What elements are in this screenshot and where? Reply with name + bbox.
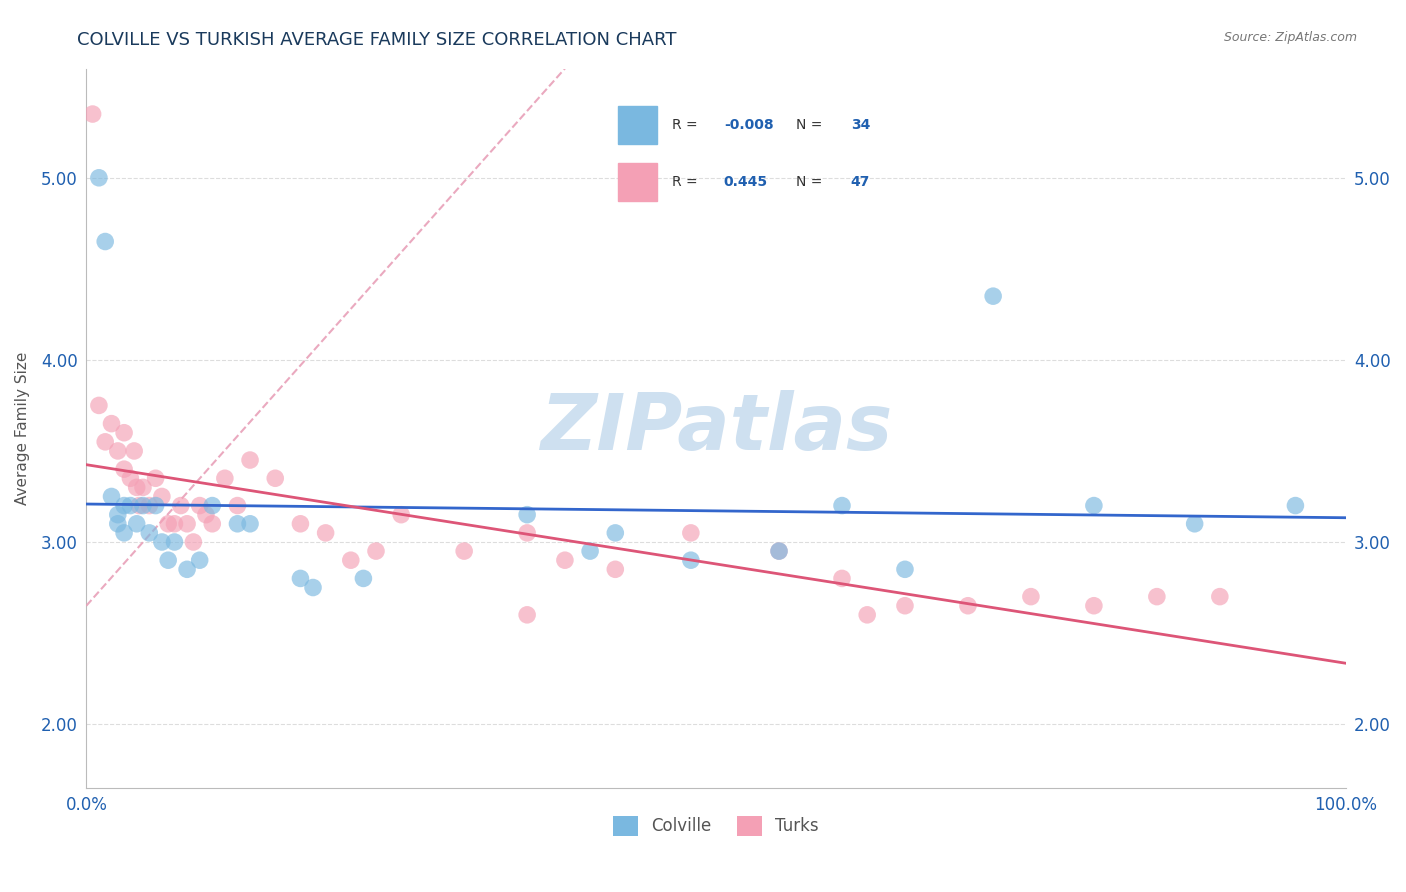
Point xyxy=(188,499,211,513)
Point xyxy=(132,499,155,513)
Point xyxy=(138,499,160,513)
Point xyxy=(122,444,145,458)
Point xyxy=(315,525,337,540)
Point xyxy=(94,434,117,449)
Point xyxy=(956,599,979,613)
Point xyxy=(679,525,702,540)
Point xyxy=(150,490,173,504)
Point xyxy=(768,544,790,558)
Point xyxy=(157,516,180,531)
Point xyxy=(1284,499,1306,513)
Point xyxy=(290,516,312,531)
Point xyxy=(183,535,205,549)
Point xyxy=(176,516,198,531)
Point xyxy=(1209,590,1232,604)
Legend: Colville, Turks: Colville, Turks xyxy=(605,807,827,844)
Point xyxy=(1083,499,1105,513)
Point xyxy=(170,499,193,513)
Point xyxy=(214,471,236,485)
Point xyxy=(226,516,249,531)
Point xyxy=(831,499,853,513)
Point xyxy=(856,607,879,622)
Point xyxy=(516,508,538,522)
Point xyxy=(100,417,122,431)
Point xyxy=(82,107,104,121)
Point xyxy=(138,525,160,540)
Point xyxy=(605,525,627,540)
Point xyxy=(112,499,135,513)
Point xyxy=(125,480,148,494)
Point xyxy=(389,508,412,522)
Point xyxy=(128,499,150,513)
Point xyxy=(226,499,249,513)
Point xyxy=(201,516,224,531)
Point xyxy=(239,516,262,531)
Point xyxy=(605,562,627,576)
Text: COLVILLE VS TURKISH AVERAGE FAMILY SIZE CORRELATION CHART: COLVILLE VS TURKISH AVERAGE FAMILY SIZE … xyxy=(77,31,676,49)
Point xyxy=(894,599,917,613)
Point xyxy=(364,544,387,558)
Point xyxy=(157,553,180,567)
Point xyxy=(87,399,110,413)
Point xyxy=(176,562,198,576)
Point xyxy=(679,553,702,567)
Point xyxy=(516,525,538,540)
Point xyxy=(145,499,167,513)
Point xyxy=(290,571,312,585)
Text: Source: ZipAtlas.com: Source: ZipAtlas.com xyxy=(1223,31,1357,45)
Point xyxy=(145,471,167,485)
Text: ZIPatlas: ZIPatlas xyxy=(540,390,893,467)
Point xyxy=(453,544,475,558)
Point xyxy=(125,516,148,531)
Point xyxy=(579,544,602,558)
Point xyxy=(150,535,173,549)
Point xyxy=(768,544,790,558)
Point xyxy=(100,490,122,504)
Point xyxy=(163,516,186,531)
Point xyxy=(981,289,1004,303)
Point xyxy=(894,562,917,576)
Point xyxy=(120,471,142,485)
Point xyxy=(112,525,135,540)
Point xyxy=(1184,516,1206,531)
Point xyxy=(516,607,538,622)
Point xyxy=(302,581,325,595)
Point xyxy=(194,508,217,522)
Point xyxy=(87,170,110,185)
Point xyxy=(188,553,211,567)
Point xyxy=(1019,590,1042,604)
Point xyxy=(94,235,117,249)
Point xyxy=(201,499,224,513)
Point xyxy=(1083,599,1105,613)
Point xyxy=(264,471,287,485)
Point xyxy=(112,462,135,476)
Point xyxy=(107,516,129,531)
Point xyxy=(1146,590,1168,604)
Point xyxy=(107,444,129,458)
Point xyxy=(831,571,853,585)
Point xyxy=(163,535,186,549)
Y-axis label: Average Family Size: Average Family Size xyxy=(15,351,30,505)
Point xyxy=(107,508,129,522)
Point xyxy=(239,453,262,467)
Point xyxy=(340,553,363,567)
Point xyxy=(112,425,135,440)
Point xyxy=(352,571,374,585)
Point xyxy=(120,499,142,513)
Point xyxy=(132,480,155,494)
Point xyxy=(554,553,576,567)
